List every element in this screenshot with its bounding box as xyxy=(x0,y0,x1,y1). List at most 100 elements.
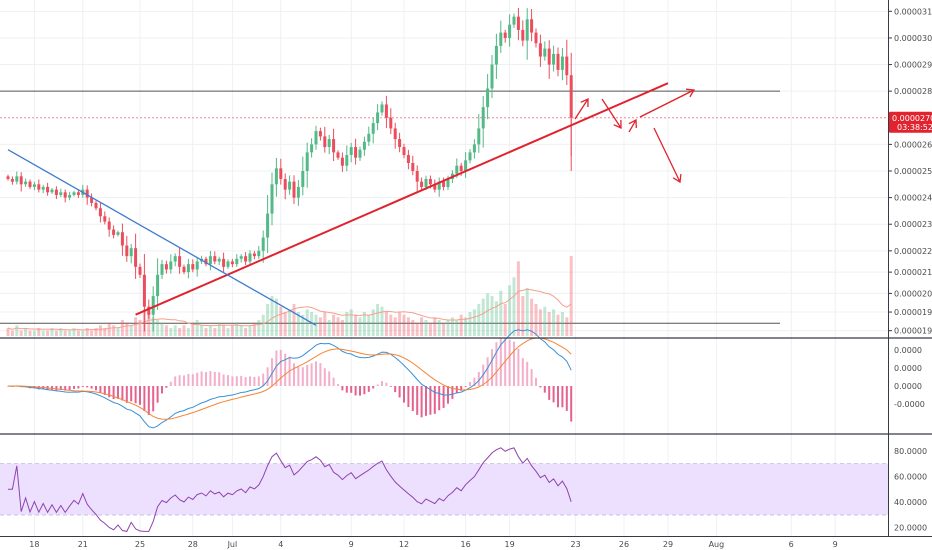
volume-bar xyxy=(433,317,437,336)
candle-body xyxy=(393,128,397,140)
volume-bar xyxy=(547,312,551,336)
rsi-axis: 80.0000 60.0000 40.0000 20.0000 xyxy=(894,447,927,533)
candle-body xyxy=(560,56,564,70)
volume-bar xyxy=(464,317,468,336)
macd-histogram-bar xyxy=(196,372,199,386)
volume-bar xyxy=(191,322,195,336)
candle-body xyxy=(508,24,512,38)
volume-bar xyxy=(345,312,349,336)
rsi-band xyxy=(0,463,888,515)
volume-bar xyxy=(200,325,204,336)
volume-bar xyxy=(292,304,296,336)
volume-bar xyxy=(46,330,50,336)
volume-bar xyxy=(266,304,270,336)
macd-histogram-bar xyxy=(262,373,265,386)
candles xyxy=(6,7,573,332)
candle-body xyxy=(468,152,472,161)
macd-histogram-bar xyxy=(99,386,102,393)
volume-bar xyxy=(32,330,36,336)
price-tick-label: 0.00001900 xyxy=(894,327,932,336)
macd-histogram xyxy=(7,337,573,422)
candle-body xyxy=(428,178,432,185)
volume-bar xyxy=(565,317,569,336)
macd-histogram-bar xyxy=(376,384,379,386)
volume-bar xyxy=(538,309,542,336)
volume-bar xyxy=(477,304,481,336)
macd-histogram-bar xyxy=(279,349,282,386)
candle-body xyxy=(525,19,529,41)
candle-body xyxy=(230,261,234,265)
volume-bar xyxy=(173,325,177,336)
volume-bar xyxy=(398,312,402,336)
candle-body xyxy=(367,133,371,142)
macd-histogram-bar xyxy=(552,386,555,403)
candle-body xyxy=(160,264,164,275)
candle-body xyxy=(420,181,424,187)
macd-histogram-bar xyxy=(183,375,185,386)
candle-body xyxy=(142,274,146,307)
candle-body xyxy=(10,178,14,182)
candle-body xyxy=(222,258,226,267)
price-tick-label: 0.00001970 xyxy=(894,308,932,317)
macd-histogram-bar xyxy=(147,386,150,415)
candle-body xyxy=(455,165,459,174)
candle-body xyxy=(371,123,375,134)
volume-bar xyxy=(494,301,498,336)
volume-bar xyxy=(19,330,23,336)
macd-histogram-bar xyxy=(253,376,256,386)
volume-bar xyxy=(455,320,459,336)
volume-bar xyxy=(222,325,226,336)
candle-body xyxy=(94,202,98,209)
date-tick-label: 12 xyxy=(399,540,409,549)
arrow-head xyxy=(672,173,682,184)
candle-body xyxy=(24,181,28,185)
candle-body xyxy=(565,56,569,76)
macd-histogram-bar xyxy=(526,361,529,386)
volume-bar xyxy=(508,285,512,336)
volume-bar xyxy=(112,325,116,336)
volume-bar xyxy=(204,328,208,336)
volume-bar xyxy=(305,309,309,336)
volume-bar xyxy=(125,322,129,336)
candle-body xyxy=(169,261,173,270)
macd-histogram-bar xyxy=(152,386,155,412)
volume-bar xyxy=(310,312,314,336)
macd-histogram-bar xyxy=(156,386,159,403)
macd-histogram-bar xyxy=(222,374,225,386)
macd-histogram-bar xyxy=(235,376,238,386)
candle-body xyxy=(349,147,353,156)
rsi-tick-label: 20.0000 xyxy=(894,524,927,533)
macd-histogram-bar xyxy=(231,376,234,386)
volume-bar xyxy=(543,306,547,336)
macd-histogram-bar xyxy=(345,386,348,393)
candle-body xyxy=(288,181,292,190)
macd-histogram-bar xyxy=(218,372,221,386)
date-tick-label: 9 xyxy=(833,540,838,549)
macd-histogram-bar xyxy=(103,386,106,395)
macd-histogram-bar xyxy=(240,375,243,386)
volume-bar xyxy=(459,314,463,336)
candle-body xyxy=(90,197,94,203)
candle-body xyxy=(481,107,485,129)
rsi-line xyxy=(8,447,572,532)
volume-bar xyxy=(301,314,305,336)
macd-histogram-bar xyxy=(539,386,542,388)
candle-body xyxy=(543,48,547,57)
macd-histogram-bar xyxy=(205,372,207,386)
macd-tick-label: -0.0000 xyxy=(894,400,925,409)
candle-body xyxy=(46,186,50,193)
macd-histogram-bar xyxy=(271,358,273,386)
candle-body xyxy=(112,229,116,235)
macd-histogram-bar xyxy=(535,377,537,386)
macd-histogram-bar xyxy=(372,386,375,389)
candle-body xyxy=(182,266,186,273)
price-tick-label: 0.00003100 xyxy=(894,7,932,16)
candle-body xyxy=(15,176,19,182)
candle-body xyxy=(516,16,520,30)
candle-body xyxy=(547,48,551,65)
horizontal-lines xyxy=(0,90,888,324)
volume-bar xyxy=(516,261,520,336)
volume-bar xyxy=(428,322,432,336)
macd-histogram-bar xyxy=(112,386,115,400)
candle-body xyxy=(252,253,256,257)
